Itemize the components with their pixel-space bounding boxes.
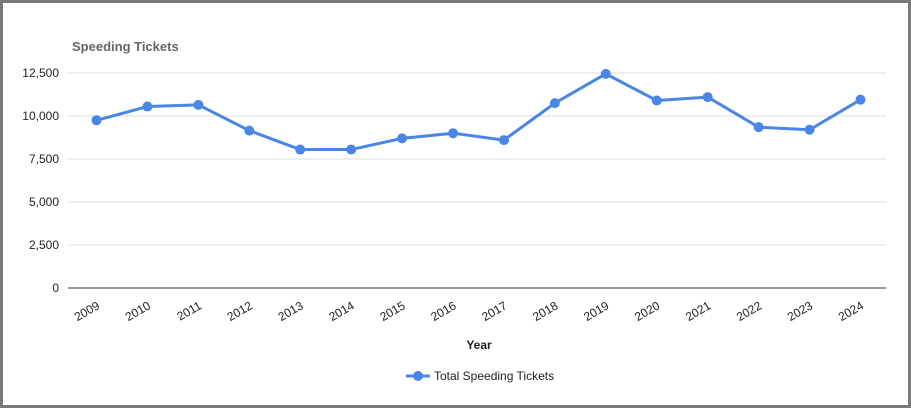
data-point[interactable] — [244, 125, 255, 136]
y-axis-ticks: 0 2,500 5,000 7,500 10,000 12,500 — [22, 66, 59, 295]
x-tick-label: 2020 — [632, 298, 662, 324]
x-tick-label: 2011 — [175, 298, 205, 323]
data-point[interactable] — [448, 128, 459, 139]
x-tick-label: 2021 — [683, 298, 713, 324]
x-axis-ticks: 2009 2010 2011 2012 2013 2014 2015 2016 2017 2018… — [72, 298, 866, 324]
y-tick-label: 2,500 — [29, 238, 59, 252]
legend-marker — [413, 371, 423, 381]
x-tick-label: 2009 — [72, 298, 102, 324]
x-tick-label: 2024 — [836, 298, 866, 324]
data-point[interactable] — [702, 92, 713, 103]
x-tick-label: 2019 — [581, 298, 611, 324]
series-layer — [91, 68, 866, 155]
legend[interactable]: Total Speeding Tickets — [406, 369, 554, 383]
x-tick-label: 2017 — [479, 298, 509, 324]
x-tick-label: 2013 — [276, 298, 306, 324]
x-tick-label: 2010 — [123, 298, 153, 324]
x-tick-label: 2022 — [734, 298, 764, 324]
y-tick-label: 7,500 — [29, 152, 59, 166]
x-tick-label: 2012 — [225, 298, 255, 324]
y-tick-label: 12,500 — [22, 66, 59, 80]
x-axis-label: Year — [466, 338, 492, 352]
data-point[interactable] — [498, 135, 509, 146]
data-point[interactable] — [91, 115, 102, 126]
y-tick-label: 0 — [52, 281, 59, 295]
x-tick-label: 2023 — [785, 298, 815, 324]
series-line — [96, 72, 862, 152]
data-point[interactable] — [753, 122, 764, 133]
x-tick-label: 2018 — [530, 298, 560, 324]
data-point[interactable] — [193, 99, 204, 110]
y-tick-label: 10,000 — [22, 109, 59, 123]
data-point[interactable] — [804, 124, 815, 135]
data-point[interactable] — [397, 133, 408, 144]
y-tick-label: 5,000 — [29, 195, 59, 209]
data-point[interactable] — [549, 98, 560, 109]
x-tick-label: 2014 — [327, 298, 357, 324]
gridlines — [68, 72, 886, 289]
data-point[interactable] — [600, 68, 611, 79]
data-point[interactable] — [142, 101, 153, 112]
data-point[interactable] — [651, 95, 662, 106]
data-point[interactable] — [346, 144, 357, 155]
x-tick-label: 2016 — [428, 298, 458, 324]
chart-title: Speeding Tickets — [72, 39, 179, 54]
x-tick-label: 2015 — [377, 298, 407, 324]
legend-label: Total Speeding Tickets — [434, 369, 554, 383]
data-point[interactable] — [855, 94, 866, 105]
data-point[interactable] — [295, 144, 306, 155]
